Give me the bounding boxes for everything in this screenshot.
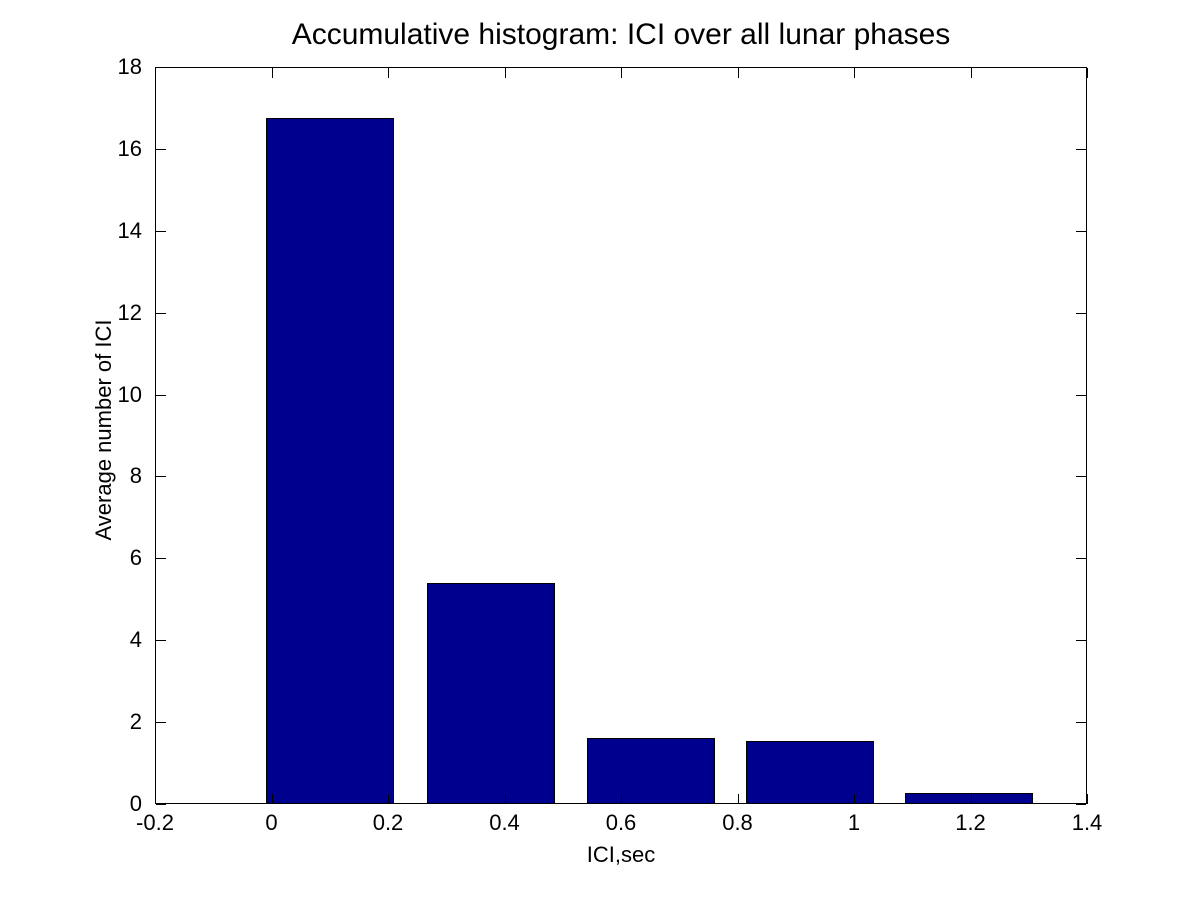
y-tick-label: 14 [117, 217, 142, 243]
x-tick-mark [271, 794, 273, 804]
x-tick-mark [854, 794, 855, 804]
y-tick-label: 12 [117, 299, 142, 325]
y-tick-mark [156, 394, 166, 396]
y-tick-mark [156, 230, 166, 232]
x-tick-mark [621, 794, 622, 804]
chart-title: Accumulative histogram: ICI over all lun… [291, 18, 951, 51]
y-tick-mark-right [1076, 148, 1086, 150]
x-tick-label: 0 [265, 810, 278, 835]
y-tick-mark [156, 476, 166, 478]
y-tick-label: 6 [129, 545, 142, 571]
x-tick-mark-top [854, 68, 855, 78]
x-tick-mark-top [737, 68, 739, 78]
y-tick-label: 0 [129, 791, 142, 816]
plot-frame [155, 67, 1087, 804]
x-axis-label: ICI,sec [586, 842, 656, 867]
x-tick-mark-top [1087, 68, 1088, 78]
x-tick-mark [155, 794, 156, 804]
y-tick-mark [156, 67, 166, 68]
y-tick-mark-right [1076, 67, 1086, 68]
x-tick-label: 1.4 [1071, 810, 1103, 835]
x-tick-mark-top [271, 68, 273, 78]
x-tick-mark [1087, 794, 1088, 804]
y-axis-label: Average number of ICI [91, 319, 116, 541]
x-tick-mark-top [970, 68, 972, 78]
x-tick-mark [388, 794, 389, 804]
y-tick-label: 2 [129, 709, 142, 735]
histogram-bar [427, 582, 556, 804]
y-tick-mark [156, 804, 166, 805]
y-tick-mark-right [1076, 804, 1086, 805]
y-tick-mark-right [1076, 476, 1086, 478]
x-tick-label: 1.2 [955, 810, 986, 835]
x-tick-label: 1 [847, 810, 861, 835]
histogram-bar [265, 118, 394, 804]
x-tick-label: 0.2 [372, 810, 404, 835]
x-tick-label: 0.4 [489, 810, 520, 835]
y-tick-label: 18 [117, 54, 142, 79]
y-tick-mark-right [1076, 394, 1086, 396]
x-tick-mark-top [388, 68, 389, 78]
x-tick-label: 0.6 [605, 810, 637, 835]
y-tick-label: 16 [117, 135, 142, 161]
x-tick-mark-top [621, 68, 622, 78]
y-tick-mark-right [1076, 312, 1086, 314]
y-tick-mark [156, 558, 166, 560]
y-tick-label: 10 [117, 381, 142, 407]
y-tick-mark-right [1076, 722, 1086, 724]
y-tick-label: 8 [129, 463, 142, 489]
x-tick-mark [737, 794, 739, 804]
x-tick-label: -0.2 [136, 810, 174, 835]
x-tick-mark [970, 794, 972, 804]
y-tick-mark [156, 640, 166, 642]
x-tick-mark [504, 794, 506, 804]
x-tick-mark-top [155, 68, 156, 78]
y-tick-mark [156, 722, 166, 724]
y-tick-mark-right [1076, 230, 1086, 232]
histogram-bar [745, 740, 875, 804]
x-tick-label: 0.8 [722, 810, 753, 835]
y-tick-mark [156, 312, 166, 314]
y-tick-mark-right [1076, 558, 1086, 560]
x-tick-mark-top [504, 68, 506, 78]
y-tick-mark [156, 148, 166, 150]
y-tick-mark-right [1076, 640, 1086, 642]
y-tick-label: 4 [129, 627, 142, 653]
